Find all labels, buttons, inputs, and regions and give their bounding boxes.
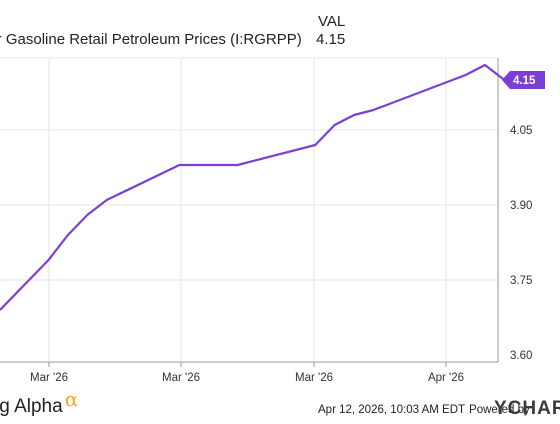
val-column-value: 4.15 (316, 31, 346, 48)
y-tick-label: 3.60 (510, 350, 532, 362)
x-tick-label: Mar '26 (162, 372, 200, 384)
alpha-icon: α (64, 387, 79, 411)
grid (0, 57, 498, 362)
series-line (0, 63, 506, 311)
brand-name: king Alpha (0, 396, 63, 417)
powered-by-text: Powered by (469, 404, 530, 416)
last-value-marker: 4.15 (502, 71, 545, 89)
ycharts-logo: YCHAR (494, 398, 560, 419)
x-tick-label: Apr '26 (428, 372, 464, 384)
tick-labels: 3.60 3.75 3.90 4.05 Mar '26 Mar '26 Mar '26 Apr… (30, 125, 532, 384)
series-label: lar Gasoline Retail Petroleum Prices (I:… (0, 31, 302, 48)
y-tick-label: 3.75 (510, 275, 532, 287)
val-column-header: VAL (318, 13, 346, 30)
footer-timestamp: Apr 12, 2026, 10:03 AM EDT Powered by (318, 404, 530, 416)
x-tick-label: Mar '26 (295, 372, 333, 384)
x-tick-label: Mar '26 (30, 372, 68, 384)
last-value-badge (502, 71, 545, 89)
last-value-label: 4.15 (513, 75, 536, 87)
y-tick-label: 4.05 (510, 125, 532, 137)
axes (0, 58, 499, 367)
series-lines (0, 63, 506, 311)
y-tick-label: 3.90 (510, 200, 532, 212)
date-text: Apr 12, 2026, 10:03 AM EDT (318, 404, 466, 416)
